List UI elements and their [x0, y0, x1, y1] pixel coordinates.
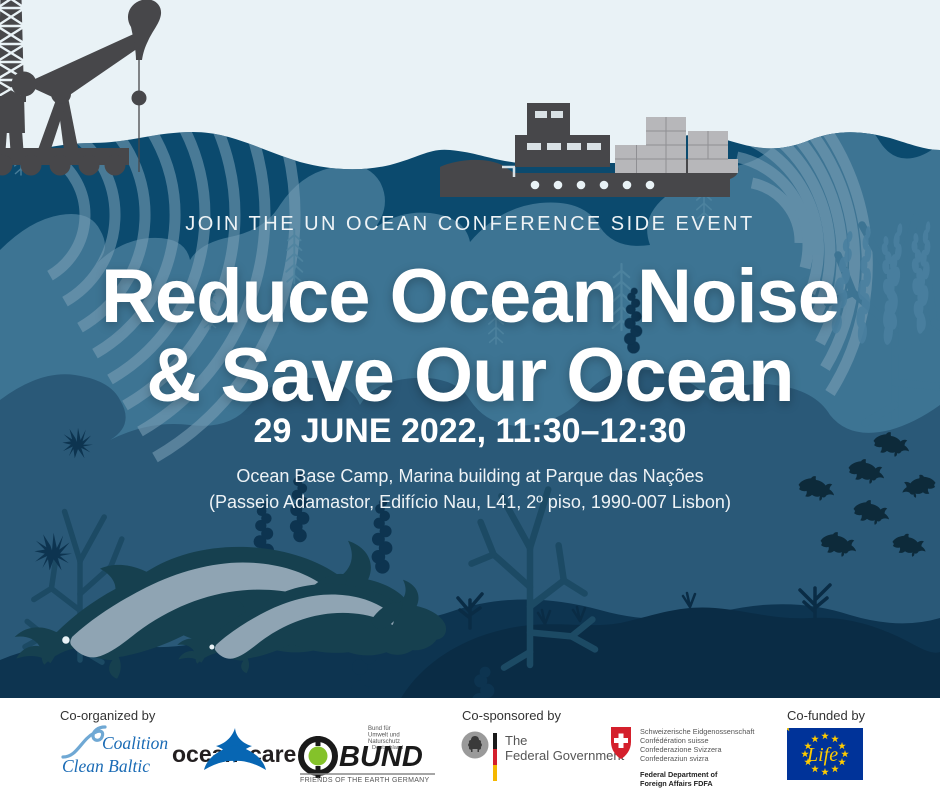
- svg-text:Umwelt und: Umwelt und: [368, 733, 400, 739]
- svg-text:Federal Department of: Federal Department of: [640, 770, 718, 779]
- svg-text:Coalition: Coalition: [102, 733, 168, 753]
- svg-text:BUND: BUND: [339, 741, 423, 773]
- svg-text:Clean Baltic: Clean Baltic: [62, 756, 150, 776]
- svg-text:Confederazione Svizzera: Confederazione Svizzera: [640, 745, 722, 754]
- svg-text:Federal Government: Federal Government: [505, 748, 625, 763]
- svg-text:Foreign Affairs FDFA: Foreign Affairs FDFA: [640, 779, 713, 788]
- svg-text:Confédération suisse: Confédération suisse: [640, 736, 709, 745]
- svg-text:Schweizerische Eidgenossenscha: Schweizerische Eidgenossenschaft: [640, 727, 754, 736]
- svg-text:Life: Life: [806, 744, 838, 766]
- svg-text:FRIENDS OF THE EARTH GERMANY: FRIENDS OF THE EARTH GERMANY: [300, 777, 430, 784]
- svg-text:Bund für: Bund für: [368, 726, 391, 732]
- svg-text:Confederaziun svizra: Confederaziun svizra: [640, 754, 709, 763]
- svg-text:The: The: [505, 733, 527, 748]
